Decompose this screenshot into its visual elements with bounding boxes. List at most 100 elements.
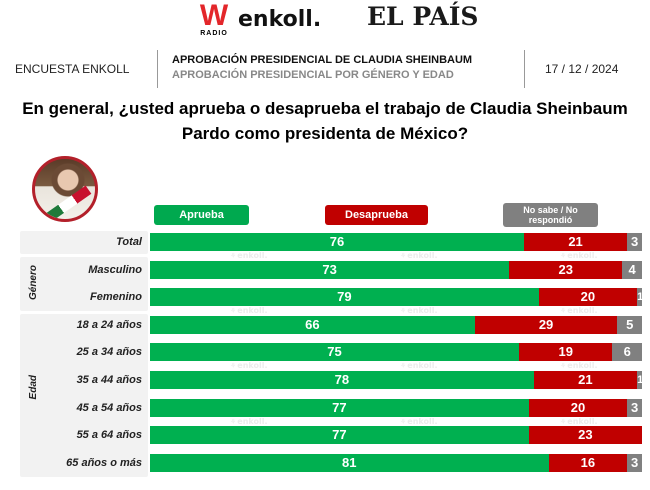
data-label: 21 [578,372,593,387]
category-label: Masculino [88,264,142,276]
segment-no-sabe: 4 [622,261,642,279]
watermark-text: enkoll. [237,361,268,370]
segment-aprueba: 79 [150,288,539,306]
legend-desaprueba: Desaprueba [325,205,428,225]
watermark-text: enkoll. [407,361,438,370]
data-label: 81 [342,455,357,470]
watermark-text: enkoll. [567,251,598,260]
watermark-text: enkoll. [237,306,268,315]
data-label: 16 [580,455,596,470]
group-label-genero: Género [28,265,39,301]
category-label: 45 a 54 años [76,402,142,414]
segment-desaprueba: 16 [548,454,628,472]
leaf-icon: ⚘ [400,418,407,426]
legend-aprueba: Aprueba [154,205,249,225]
enkoll-watermark: ⚘enkoll. [230,361,268,371]
segment-aprueba: 75 [150,343,519,361]
leaf-icon: ⚘ [560,252,567,260]
data-label: 3 [630,400,639,415]
segment-aprueba: 78 [150,371,534,389]
leaf-icon: ⚘ [230,252,237,260]
segment-desaprueba: 21 [533,371,638,389]
category-label: Femenino [90,291,142,303]
leaf-icon: ⚘ [400,307,407,315]
question-line-2: Pardo como presidenta de México? [181,124,469,143]
data-label: 23 [578,427,593,442]
leaf-icon: ⚘ [560,362,567,370]
category-label: 35 a 44 años [76,374,142,386]
watermark-text: enkoll. [237,251,268,260]
group-label-edad: Edad [28,375,39,400]
question-line-1: En general, ¿usted aprueba o desaprueba … [22,99,628,118]
data-label: 20 [580,289,596,304]
segment-no-sabe: 5 [617,316,642,334]
segment-no-sabe: 1 [637,288,644,306]
data-label: 73 [322,262,337,277]
survey-label: ENCUESTA ENKOLL [15,62,130,76]
data-label: 79 [337,289,352,304]
segment-desaprueba: 29 [474,316,618,334]
enkoll-watermark: ⚘enkoll. [400,361,438,371]
watermark-text: enkoll. [407,251,438,260]
bar-row: 77 23 [150,426,642,444]
enkoll-logo: enkoll. [238,7,322,32]
leaf-icon: ⚘ [400,252,407,260]
watermark-text: enkoll. [407,306,438,315]
category-label: Total [116,236,142,248]
data-label: 19 [558,344,573,359]
data-label: 6 [623,344,631,359]
category-label: 18 a 24 años [76,319,142,331]
data-label: 1 [637,374,644,386]
enkoll-watermark: ⚘enkoll. [560,417,598,427]
total-label-panel [20,231,148,254]
presidential-sash-icon [44,185,92,219]
data-label: 75 [327,344,342,359]
segment-desaprueba: 19 [519,343,613,361]
bar-row: 79 20 1 [150,288,644,306]
header-subtitle: APROBACIÓN PRESIDENCIAL POR GÉNERO Y EDA… [172,69,454,81]
header-date: 17 / 12 / 2024 [545,62,619,76]
data-label: 78 [334,372,350,387]
segment-aprueba: 77 [150,426,529,444]
data-label: 77 [332,400,347,415]
segment-no-sabe: 3 [627,233,642,251]
watermark-text: enkoll. [567,361,598,370]
el-pais-logo: EL PAÍS [367,2,478,32]
genero-label-panel [20,257,148,311]
data-label: 21 [568,234,583,249]
enkoll-watermark: ⚘enkoll. [230,306,268,316]
data-label: 66 [305,317,320,332]
enkoll-watermark: ⚘enkoll. [230,251,268,261]
bar-row: 81 16 3 [150,454,642,472]
bar-row: 66 29 5 [150,316,642,334]
header-title: APROBACIÓN PRESIDENCIAL DE CLAUDIA SHEIN… [172,54,473,66]
category-label: 55 a 64 años [76,429,142,441]
segment-aprueba: 81 [150,454,549,472]
header-divider [524,50,525,88]
watermark-text: enkoll. [567,417,598,426]
enkoll-watermark: ⚘enkoll. [400,417,438,427]
watermark-text: enkoll. [237,417,268,426]
data-label: 1 [637,291,644,303]
bar-row: 77 20 3 [150,399,642,417]
edad-label-panel [20,314,148,477]
segment-no-sabe: 3 [627,399,642,417]
data-label: 4 [628,262,636,277]
enkoll-watermark: ⚘enkoll. [560,251,598,261]
w-radio-mark: W [199,0,229,32]
data-label: 20 [570,400,586,415]
leaf-icon: ⚘ [230,307,237,315]
data-label: 3 [630,234,639,249]
watermark-text: enkoll. [567,306,598,315]
enkoll-watermark: ⚘enkoll. [400,251,438,261]
segment-aprueba: 66 [150,316,475,334]
enkoll-watermark: ⚘enkoll. [560,306,598,316]
enkoll-watermark: ⚘enkoll. [560,361,598,371]
segment-aprueba: 76 [150,233,524,251]
enkoll-watermark: ⚘enkoll. [230,417,268,427]
portrait-photo-icon [32,156,98,222]
watermark-text: enkoll. [407,417,438,426]
leaf-icon: ⚘ [400,362,407,370]
segment-desaprueba: 23 [528,426,642,444]
bar-row: 75 19 6 [150,343,642,361]
